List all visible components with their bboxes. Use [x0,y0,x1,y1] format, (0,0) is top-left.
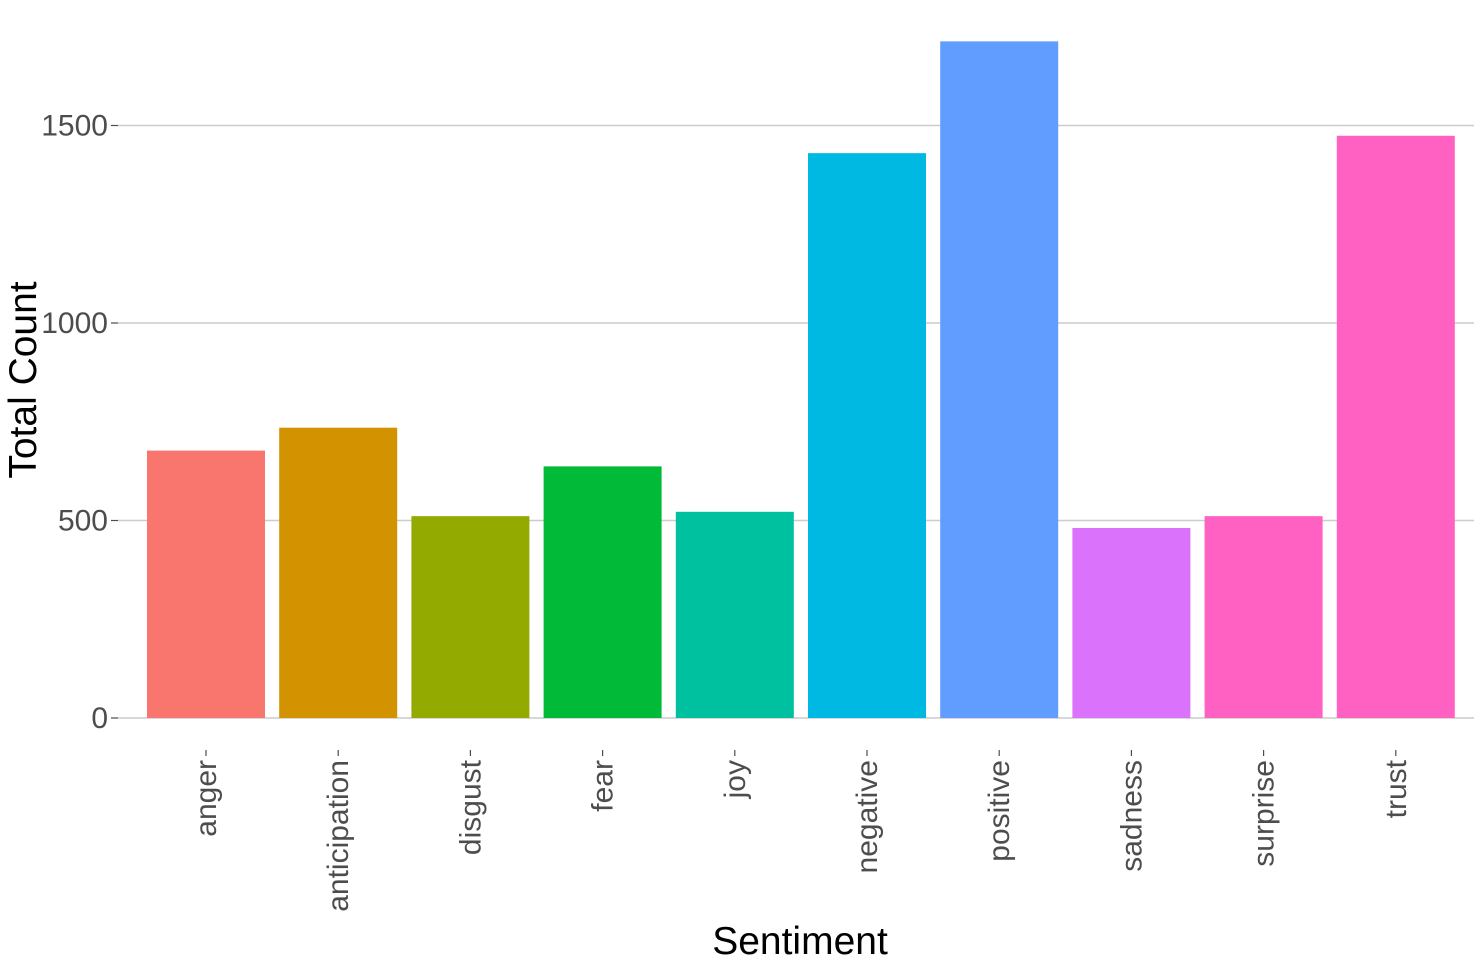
x-axis-ticks: anger anticipation disgust fear joy negative p… [190,750,1413,912]
x-tick-label-anticipation: anticipation [322,760,355,912]
x-tick-label-sadness: sadness [1115,760,1148,872]
y-tick-label-0: 0 [91,702,108,735]
y-tick-label-1500: 1500 [41,110,108,143]
x-axis-title: Sentiment [712,920,888,963]
x-tick-label-trust: trust [1380,759,1413,818]
bar-negative [808,153,926,718]
x-tick-label-negative: negative [851,760,884,873]
bar-trust [1336,135,1455,718]
x-tick-label-anger: anger [190,760,223,837]
bars [147,41,1455,719]
x-tick-label-disgust: disgust [454,759,487,855]
x-tick-label-positive: positive [983,760,1016,862]
bar-anger [147,450,265,718]
bar-sadness [1072,528,1191,718]
y-tick-label-500: 500 [58,505,108,538]
x-tick-label-surprise: surprise [1248,760,1281,867]
bar-surprise [1204,516,1323,718]
bar-joy [675,511,794,718]
y-axis-title: Total Count [2,281,45,478]
bar-positive [940,41,1059,719]
bar-fear [543,466,662,718]
y-tick-label-1000: 1000 [41,307,108,340]
bar-disgust [411,516,530,718]
x-tick-label-fear: fear [587,760,620,812]
bar-anticipation [279,427,398,718]
x-tick-label-joy: joy [719,760,752,799]
y-axis-ticks: 0 500 1000 1500 [41,110,118,735]
